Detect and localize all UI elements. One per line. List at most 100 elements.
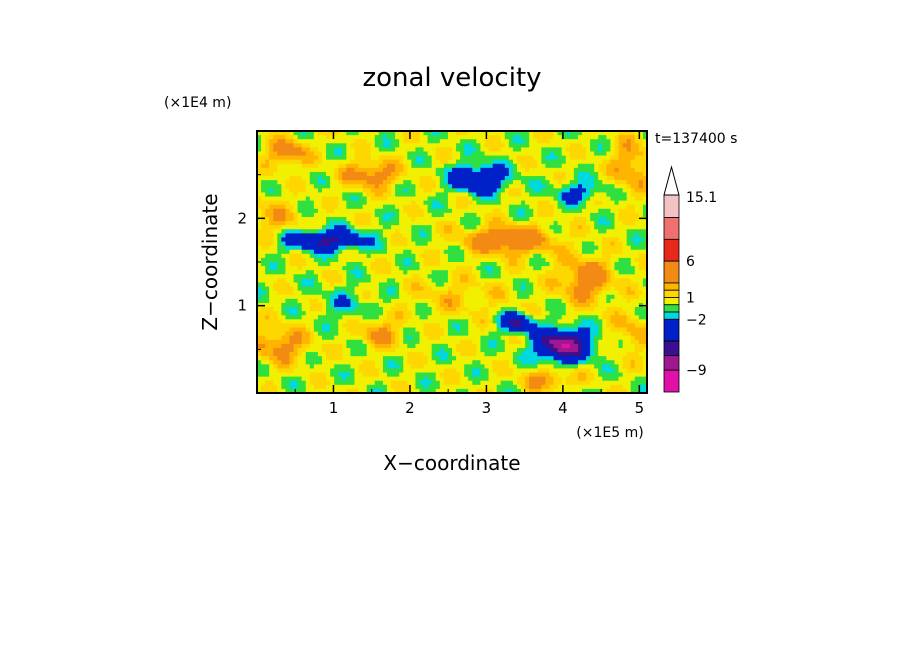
heatmap-cell [435, 278, 441, 284]
heatmap-cell [354, 368, 360, 374]
heatmap-cell [277, 274, 282, 279]
heatmap-cell [476, 356, 482, 361]
heatmap-cell [261, 262, 266, 267]
heatmap-cell [285, 270, 291, 275]
heatmap-cell [541, 212, 547, 218]
heatmap-cell [553, 196, 559, 202]
heatmap-cell [322, 262, 327, 267]
heatmap-cell [257, 188, 262, 193]
heatmap-cell [468, 241, 473, 247]
heatmap-cell [541, 307, 547, 312]
heatmap-cell [269, 159, 274, 165]
heatmap-cell [517, 216, 522, 222]
heatmap-cell [504, 323, 510, 329]
heatmap-cell [492, 311, 498, 316]
heatmap-cell [289, 311, 295, 316]
heatmap-cell [553, 343, 559, 349]
heatmap-cell [521, 274, 526, 279]
heatmap-cell [561, 343, 567, 349]
heatmap-cell [537, 155, 542, 161]
heatmap-cell [517, 266, 522, 271]
heatmap-cell [541, 241, 547, 247]
heatmap-cell [313, 233, 319, 239]
heatmap-cell [354, 139, 360, 144]
heatmap-cell [525, 311, 530, 316]
heatmap-cell [439, 331, 445, 337]
heatmap-cell [525, 315, 530, 320]
heatmap-cell [504, 388, 510, 394]
heatmap-cell [492, 298, 498, 304]
heatmap-cell [452, 380, 457, 386]
heatmap-cell [431, 180, 437, 185]
heatmap-cell [521, 327, 526, 333]
heatmap-cell [561, 356, 567, 361]
heatmap-cell [261, 364, 266, 370]
heatmap-cell [557, 347, 563, 353]
heatmap-cell [285, 364, 291, 370]
heatmap-cell [545, 347, 551, 353]
heatmap-cell [488, 208, 494, 214]
heatmap-cell [387, 176, 392, 181]
heatmap-cell [504, 249, 510, 255]
heatmap-cell [569, 159, 575, 165]
heatmap-cell [565, 139, 571, 144]
heatmap-cell [407, 139, 412, 144]
heatmap-cell [261, 278, 266, 284]
heatmap-cell [342, 155, 347, 161]
heatmap-cell [561, 216, 567, 222]
heatmap-cell [387, 143, 392, 148]
heatmap-cell [289, 302, 295, 308]
heatmap-cell [382, 335, 388, 341]
heatmap-cell [492, 319, 498, 324]
heatmap-cell [391, 233, 396, 239]
heatmap-cell [468, 216, 473, 222]
heatmap-cell [362, 307, 368, 312]
heatmap-cell [374, 352, 380, 357]
heatmap-cell [476, 229, 482, 234]
heatmap-cell [387, 257, 392, 263]
heatmap-cell [257, 278, 262, 284]
heatmap-cell [322, 384, 327, 390]
heatmap-cell [395, 188, 400, 193]
heatmap-cell [529, 294, 534, 300]
heatmap-cell [521, 356, 526, 361]
heatmap-cell [484, 364, 490, 370]
heatmap-cell [277, 270, 282, 275]
heatmap-cell [277, 131, 282, 136]
heatmap-cell [508, 311, 514, 316]
heatmap-cell [549, 245, 555, 251]
heatmap-cell [354, 315, 360, 320]
heatmap-cell [500, 253, 506, 259]
heatmap-cell [265, 143, 270, 148]
heatmap-cell [447, 184, 453, 189]
heatmap-cell [435, 274, 441, 279]
heatmap-cell [431, 167, 437, 173]
heatmap-cell [399, 225, 404, 230]
heatmap-cell [265, 249, 270, 255]
heatmap-cell [472, 163, 477, 169]
heatmap-cell [565, 282, 571, 288]
heatmap-cell [366, 155, 372, 161]
heatmap-cell [330, 274, 335, 279]
heatmap-cell [297, 290, 303, 296]
heatmap-cell [342, 274, 347, 279]
heatmap-cell [496, 302, 502, 308]
heatmap-cell [403, 262, 408, 267]
heatmap-cell [472, 204, 477, 210]
heatmap-cell [431, 388, 437, 394]
heatmap-cell [447, 147, 453, 153]
heatmap-cell [504, 143, 510, 148]
heatmap-cell [370, 176, 376, 181]
heatmap-cell [476, 384, 482, 390]
heatmap-cell [399, 274, 404, 279]
heatmap-cell [529, 131, 534, 136]
heatmap-cell [309, 380, 315, 386]
heatmap-cell [541, 253, 547, 259]
heatmap-cell [289, 241, 295, 247]
heatmap-cell [269, 184, 274, 189]
heatmap-cell [447, 253, 453, 259]
heatmap-cell [301, 155, 307, 161]
heatmap-cell [366, 192, 372, 198]
heatmap-cell [480, 139, 486, 144]
heatmap-cell [488, 147, 494, 153]
